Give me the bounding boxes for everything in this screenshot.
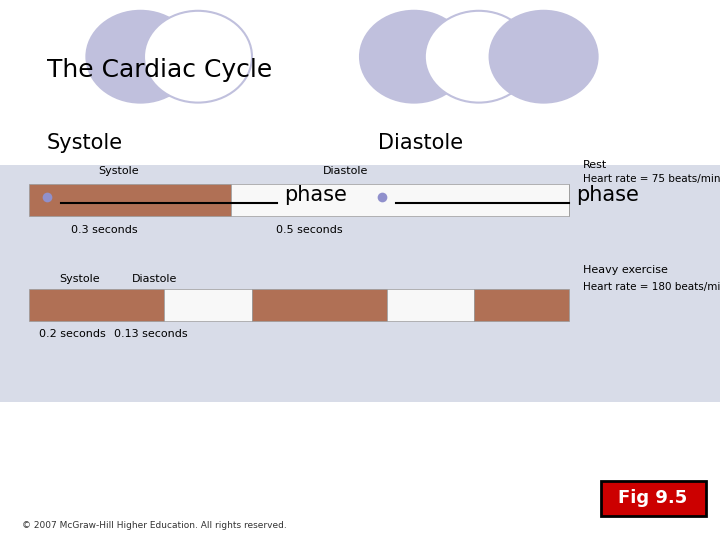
Ellipse shape xyxy=(490,11,598,103)
Text: Systole: Systole xyxy=(59,273,99,284)
Ellipse shape xyxy=(144,11,252,103)
Bar xyxy=(231,184,569,216)
Text: © 2007 McGraw-Hill Higher Education. All rights reserved.: © 2007 McGraw-Hill Higher Education. All… xyxy=(22,521,287,530)
Text: Fig 9.5: Fig 9.5 xyxy=(618,489,688,507)
Text: 0.3 seconds: 0.3 seconds xyxy=(71,225,138,235)
Ellipse shape xyxy=(360,11,468,103)
Text: 0.5 seconds: 0.5 seconds xyxy=(276,225,343,235)
Bar xyxy=(29,184,231,216)
Ellipse shape xyxy=(86,11,194,103)
Text: Rest: Rest xyxy=(583,160,608,170)
Bar xyxy=(601,481,706,516)
Text: Heart rate = 75 beats/min: Heart rate = 75 beats/min xyxy=(583,173,720,184)
Bar xyxy=(251,289,387,321)
Text: The Cardiac Cycle: The Cardiac Cycle xyxy=(47,58,272,82)
Text: 0.2 seconds: 0.2 seconds xyxy=(39,329,105,340)
Text: Systole: Systole xyxy=(99,165,139,176)
Bar xyxy=(164,289,251,321)
Bar xyxy=(387,289,474,321)
Text: phase: phase xyxy=(284,185,347,206)
Text: Heavy exercise: Heavy exercise xyxy=(583,265,668,275)
Ellipse shape xyxy=(425,11,533,103)
Bar xyxy=(29,289,164,321)
Bar xyxy=(0,165,720,402)
Text: Diastole: Diastole xyxy=(323,165,369,176)
Text: Diastole: Diastole xyxy=(378,133,463,153)
Text: Heart rate = 180 beats/min: Heart rate = 180 beats/min xyxy=(583,281,720,292)
Bar xyxy=(474,289,569,321)
Text: phase: phase xyxy=(576,185,639,206)
Text: Systole: Systole xyxy=(47,133,123,153)
Text: 0.13 seconds: 0.13 seconds xyxy=(114,329,188,340)
Text: Diastole: Diastole xyxy=(132,273,178,284)
